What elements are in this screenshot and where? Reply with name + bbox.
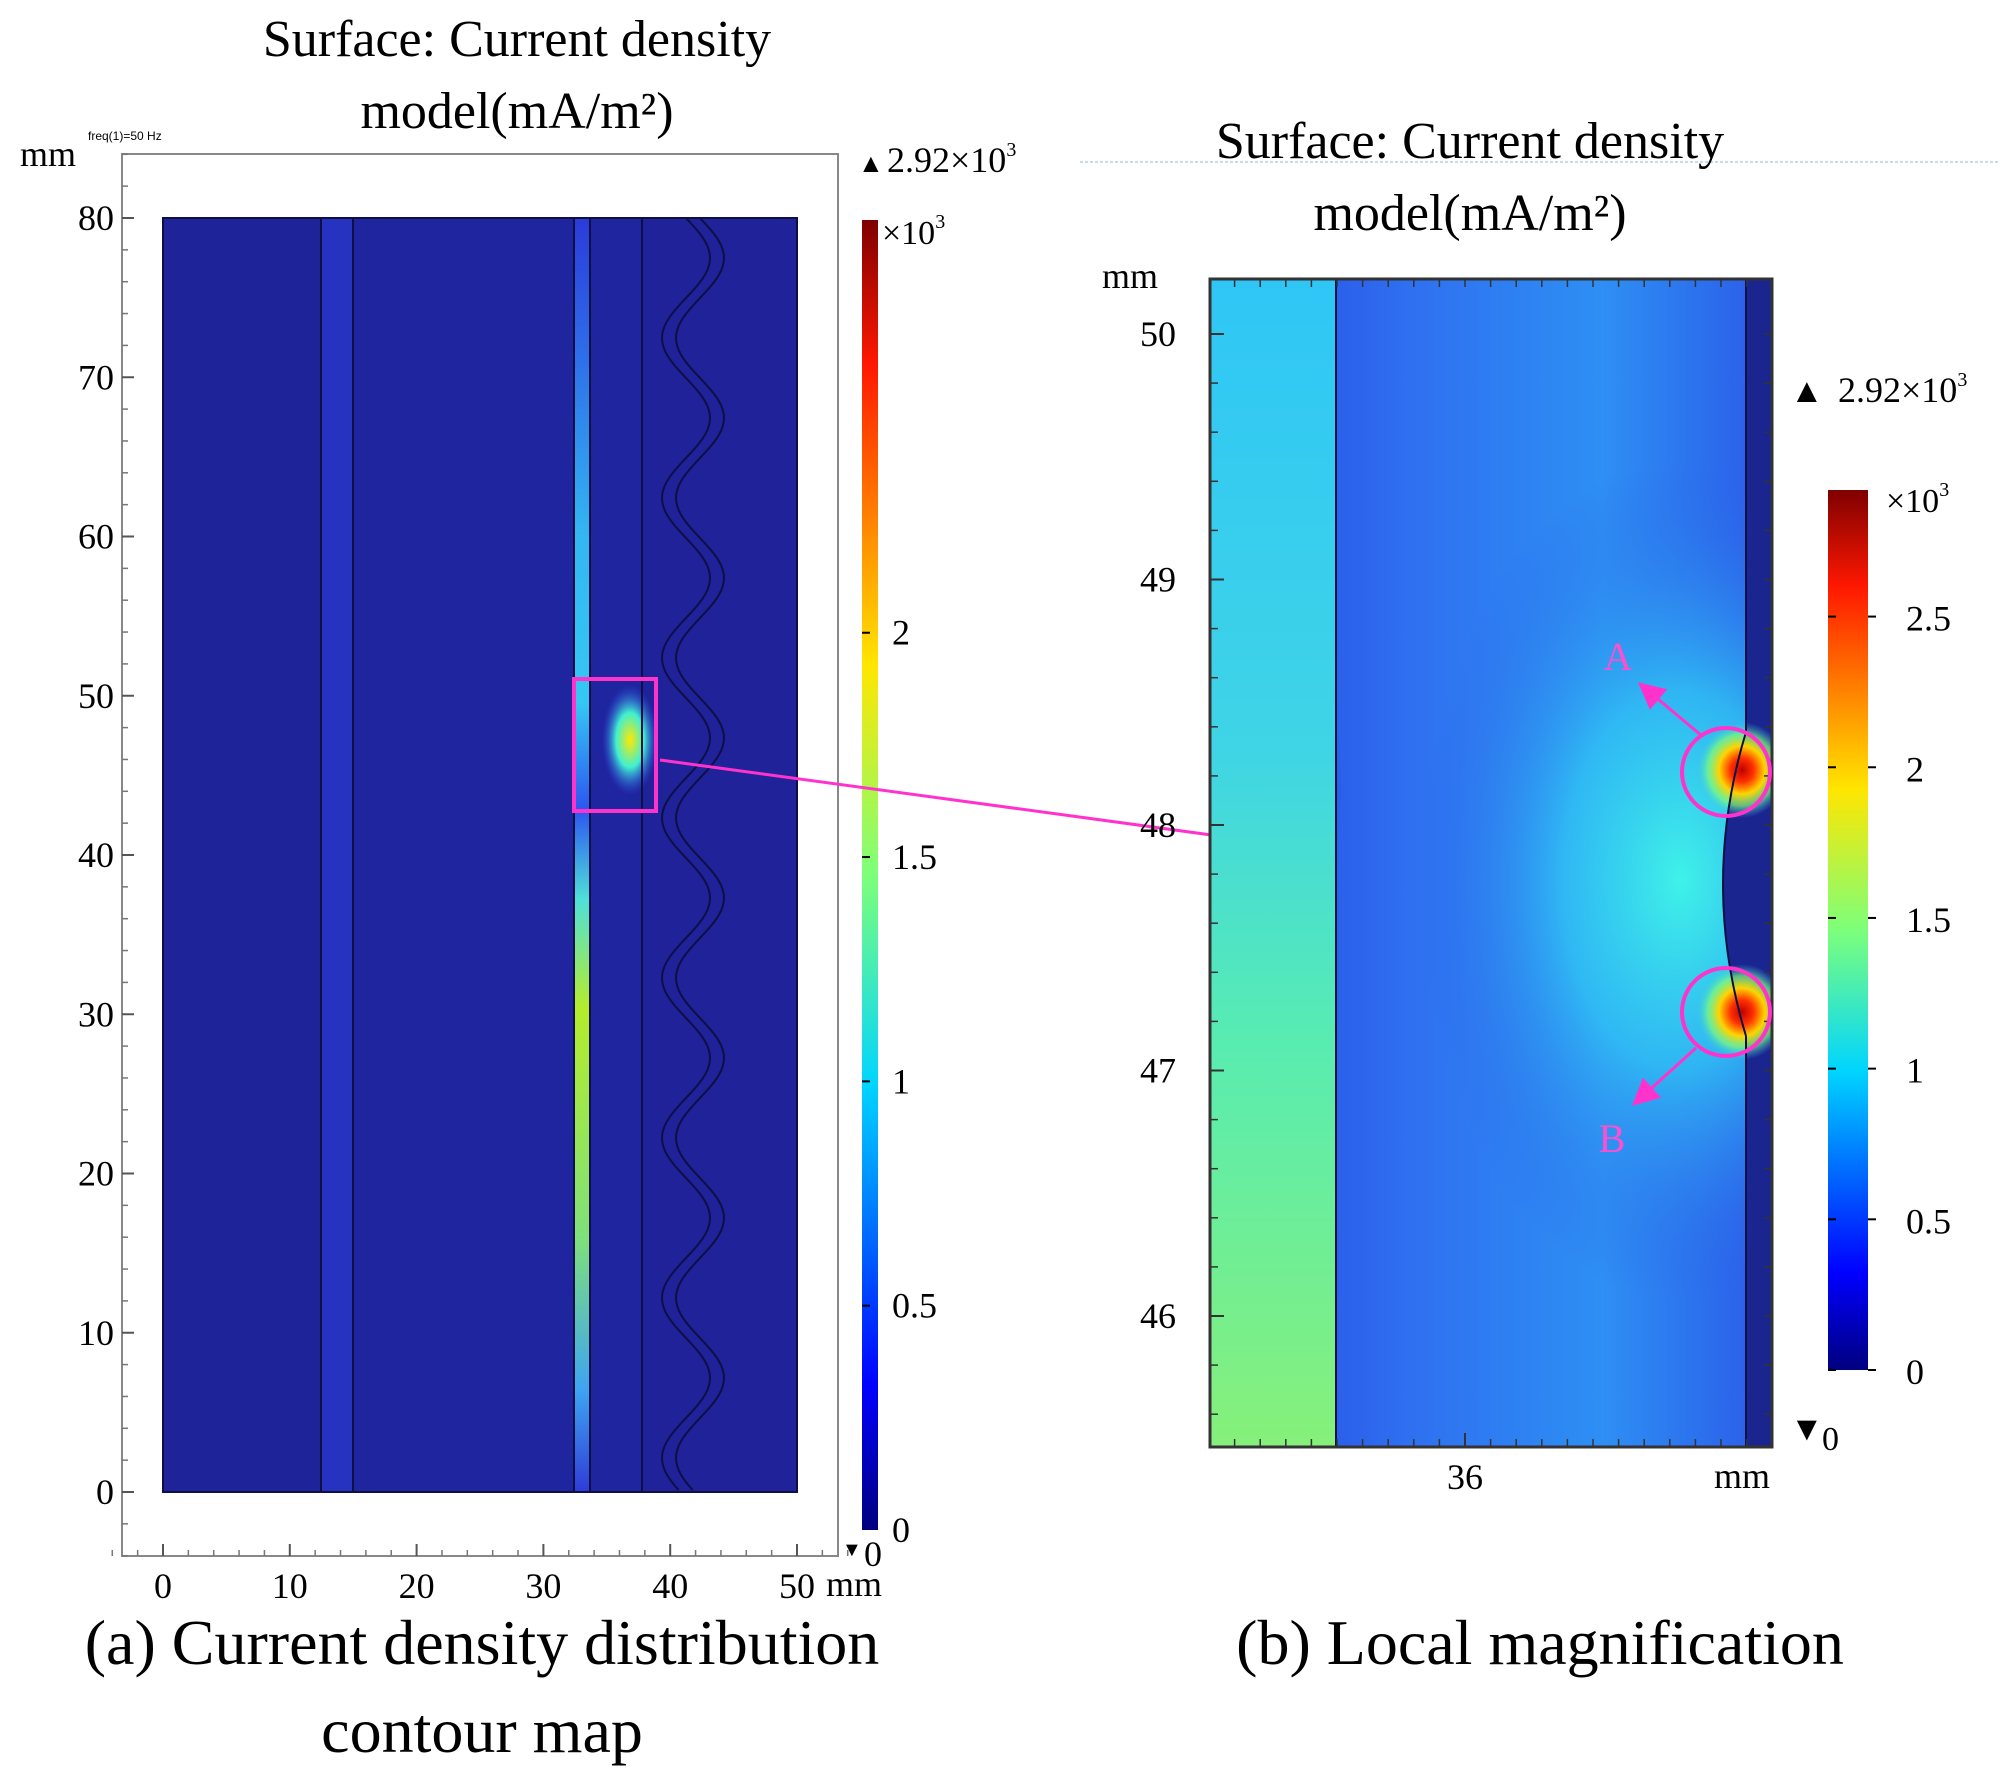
panel-a-y-tick-label: 0 xyxy=(96,1472,114,1512)
panel-b-y-tick-label: 49 xyxy=(1140,560,1176,600)
panel-b-arrow-b xyxy=(1631,1046,1698,1106)
panel-b-hotspot-a-circle xyxy=(1680,726,1772,818)
panel-a-domain xyxy=(162,217,798,1493)
panel-a-axes: 0 10 20 30 40 50 0 10 20 30 40 50 60 70 80 xyxy=(78,153,849,1606)
panel-b-colorbar-gradient xyxy=(1828,490,1868,1370)
panel-b-title-line2: model(mA/m²) xyxy=(1313,185,1626,242)
panel-b-y-tick-label: 48 xyxy=(1140,805,1176,845)
panel-a-x-tick-label: 30 xyxy=(525,1566,561,1606)
panel-b: Surface: Current density model(mA/m²) mm… xyxy=(1102,113,1967,1678)
panel-b-y-unit: mm xyxy=(1102,256,1158,296)
panel-a-y-tick-label: 30 xyxy=(78,994,114,1034)
panel-b-colorbar-tick-label: 1 xyxy=(1906,1051,1924,1091)
panel-b-label-a: A xyxy=(1604,634,1633,679)
panel-a-x-tick-label: 0 xyxy=(154,1566,172,1606)
panel-a-zoom-box xyxy=(572,677,658,813)
panel-b-title-line1: Surface: Current density xyxy=(1216,113,1724,170)
panel-a-y-tick-label: 80 xyxy=(78,198,114,238)
panel-a-y-tick-label: 20 xyxy=(78,1154,114,1194)
panel-b-colorbar-min: 0 xyxy=(1822,1421,1839,1458)
panel-b-curve-boundary xyxy=(1722,731,1747,1037)
panel-a-colorbar-min: 0 xyxy=(864,1534,882,1574)
panel-a-colorbar-tick-label: 0 xyxy=(892,1510,910,1550)
panel-b-x-tick-label: 36 xyxy=(1447,1457,1483,1497)
panel-a-region-thin-layer xyxy=(321,218,353,1492)
panel-b-conductor-strip xyxy=(1210,279,1336,1447)
panel-b-axes: 46 47 48 49 50 36 xyxy=(1140,279,1772,1497)
panel-b-x-unit: mm xyxy=(1714,1456,1770,1496)
panel-a-y-unit: mm xyxy=(20,134,76,174)
panel-b-hotspot-a xyxy=(1696,722,1772,818)
panel-b-colorbar-max: 2.92×103 xyxy=(1838,369,1967,410)
panel-a-colorbar-tick-label: 1 xyxy=(892,1061,910,1101)
panel-b-hotspot-b-circle xyxy=(1680,966,1772,1058)
panel-b-y-tick-label: 50 xyxy=(1140,314,1176,354)
panel-b-colorbar-tick-label: 1.5 xyxy=(1906,900,1951,940)
panel-b-label-b: B xyxy=(1599,1116,1626,1161)
panel-a-x-tick-label: 50 xyxy=(779,1566,815,1606)
panel-b-colorbar-max-marker: ▲ xyxy=(1790,373,1824,410)
panel-a-x-tick-label: 40 xyxy=(652,1566,688,1606)
panel-a-domain-border xyxy=(162,217,798,1493)
panel-a-region-left-block xyxy=(163,218,321,1492)
panel-b-colorbar-tick-label: 0.5 xyxy=(1906,1201,1951,1241)
panel-a-x-unit: mm xyxy=(826,1564,882,1604)
panel-b-caption: (b) Local magnification xyxy=(1236,1607,1844,1678)
panel-a-region-gap xyxy=(590,218,642,1492)
panel-b-hotspot-b xyxy=(1696,964,1772,1060)
panel-a-wavy-boundary-outer xyxy=(674,217,726,1491)
panel-a: Surface: Current density model(mA/m²) mm… xyxy=(20,11,1016,1766)
panel-a-y-tick-label: 10 xyxy=(78,1313,114,1353)
panel-a-wavy-boundary-inner xyxy=(660,217,712,1491)
panel-a-colorbar-tick-label: 2 xyxy=(892,613,910,653)
panel-a-conductor-strip xyxy=(574,218,590,1492)
panel-a-colorbar-max: 2.92×103 xyxy=(887,139,1016,180)
panel-a-gap-glow xyxy=(602,685,658,795)
panel-b-center-glow xyxy=(1420,460,1772,1300)
panel-a-colorbar-tick-label: 1.5 xyxy=(892,837,937,877)
panel-a-caption-line1: (a) Current density distribution xyxy=(85,1607,880,1678)
panel-a-colorbar: ▲ 2.92×103 ×103 0.5 1 1.5 2 0 ▼ 0 xyxy=(842,139,1016,1574)
panel-a-x-tick-label: 10 xyxy=(272,1566,308,1606)
panel-a-colorbar-gradient xyxy=(862,220,878,1530)
panel-b-colorbar-ticks: 0 0.5 1 1.5 2 2.5 xyxy=(1828,599,1951,1392)
panel-b-y-tick-label: 46 xyxy=(1140,1296,1176,1336)
panel-a-y-tick-label: 60 xyxy=(78,517,114,557)
panel-a-y-tick-label: 70 xyxy=(78,357,114,397)
panel-b-colorbar: ▲ 2.92×103 ×103 0 0.5 1 1.5 2 2.5 ▼ 0 xyxy=(1790,369,1967,1458)
panel-a-caption-line2: contour map xyxy=(321,1695,643,1766)
panel-b-colorbar-tick-label: 2 xyxy=(1906,749,1924,789)
panel-b-y-tick-label: 47 xyxy=(1140,1051,1176,1091)
panel-a-y-tick-label: 50 xyxy=(78,676,114,716)
panel-a-boundaries xyxy=(320,218,643,1492)
panel-a-title-line2: model(mA/m²) xyxy=(360,83,673,140)
panel-a-region-middle-block xyxy=(353,218,574,1492)
panel-b-arrow-a xyxy=(1637,682,1703,738)
panel-b-colorbar-tick-label: 0 xyxy=(1906,1352,1924,1392)
panel-a-title-line1: Surface: Current density xyxy=(263,11,771,68)
panel-a-colorbar-ticks: 0.5 1 1.5 2 0 xyxy=(862,613,937,1550)
panel-b-colorbar-min-marker: ▼ xyxy=(1790,1411,1824,1448)
panel-a-x-tick-label: 20 xyxy=(399,1566,435,1606)
panel-a-colorbar-min-marker: ▼ xyxy=(842,1539,862,1561)
panel-b-colorbar-tick-label: 2.5 xyxy=(1906,599,1951,639)
panel-a-y-tick-label: 40 xyxy=(78,835,114,875)
panel-a-colorbar-max-marker: ▲ xyxy=(858,149,884,178)
panel-a-colorbar-multiplier: ×103 xyxy=(882,211,945,252)
panel-b-field xyxy=(1210,279,1772,1447)
panel-a-freq-note: freq(1)=50 Hz xyxy=(88,129,162,143)
panel-a-colorbar-tick-label: 0.5 xyxy=(892,1286,937,1326)
panel-b-colorbar-multiplier: ×103 xyxy=(1886,479,1949,520)
